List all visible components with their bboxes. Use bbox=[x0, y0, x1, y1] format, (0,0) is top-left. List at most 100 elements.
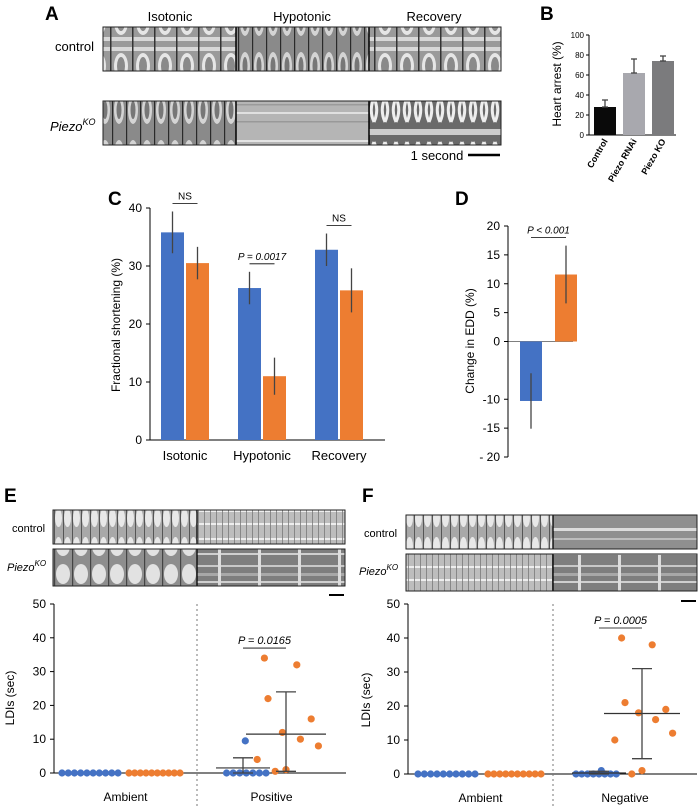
panel-f-dot-negative-ko bbox=[652, 716, 660, 724]
panel-f-dot-ambient-control bbox=[465, 770, 473, 778]
panel-b-bar bbox=[652, 61, 674, 135]
panel-f-dot-negative-ko bbox=[628, 770, 636, 778]
panel-f-dot-ambient-control bbox=[427, 770, 435, 778]
panel-c-bar-ko bbox=[263, 376, 286, 440]
panel-f-dot-negative-control bbox=[612, 770, 620, 778]
panel-d-ytick-label: 15 bbox=[487, 248, 501, 262]
panel-f-ytick-label: 50 bbox=[387, 597, 401, 611]
panel-f-dot-ambient-control bbox=[471, 770, 479, 778]
panel-f-group-label: Negative bbox=[601, 791, 649, 805]
panel-f-dot-ambient-ko bbox=[537, 770, 545, 778]
panel-e-dot-ambient-control bbox=[70, 769, 79, 777]
panel-c-ytick-label: 30 bbox=[129, 259, 143, 273]
panel-e-ylabel: LDIs (sec) bbox=[3, 671, 17, 726]
panel-c-ytick-label: 10 bbox=[129, 375, 143, 389]
panel-f-ytick-label: 10 bbox=[387, 733, 401, 747]
panel-e-dot-ambient-control bbox=[101, 769, 110, 777]
panel-d-bar-ko bbox=[555, 274, 577, 342]
panel-a-scalebar-label: 1 second bbox=[411, 148, 464, 163]
panel-f-ytick-label: 20 bbox=[387, 699, 401, 713]
panel-e-dot-positive-ko bbox=[264, 695, 272, 703]
panel-e-dot-positive-control bbox=[262, 769, 270, 777]
panel-e-ytick-label: 20 bbox=[33, 698, 47, 712]
panel-e-ytick-label: 0 bbox=[39, 766, 46, 780]
panel-b-bar bbox=[623, 73, 645, 135]
panel-e-dot-ambient-ko bbox=[136, 769, 144, 777]
panel-f-ylabel: LDIs (sec) bbox=[359, 673, 373, 728]
panel-f-dot-negative-ko bbox=[662, 705, 670, 714]
panel-d-bar-control bbox=[520, 341, 542, 401]
panel-f-letter: F bbox=[362, 486, 374, 507]
panel-f-kymograph-ko bbox=[405, 553, 698, 592]
panel-c-ytick-label: 40 bbox=[129, 201, 143, 215]
panel-f-group-label: Ambient bbox=[458, 791, 503, 805]
panel-d-annotation: P < 0.001 bbox=[527, 226, 570, 237]
panel-e-dot-positive-ko bbox=[271, 767, 279, 775]
panel-d-ytick-label: -15 bbox=[483, 421, 501, 435]
panel-f-annotation: P = 0.0005 bbox=[594, 615, 648, 627]
panel-f-dot-negative-control bbox=[583, 770, 592, 778]
panel-a-condition-recovery: Recovery bbox=[407, 9, 462, 24]
panel-b-category-label: Piezo KO bbox=[639, 137, 667, 176]
panel-c-ylabel: Fractional shortening (%) bbox=[109, 258, 123, 392]
panel-f-row-control-label: control bbox=[364, 528, 397, 540]
panel-d-ytick-label: 5 bbox=[493, 306, 500, 320]
panel-d-chart: Change in EDD (%) 20 15 10 5 0 -10 -15 - 20 P < … bbox=[463, 219, 577, 464]
panel-e-dot-ambient-control bbox=[58, 769, 66, 777]
panel-e-dot-positive-ko bbox=[253, 755, 261, 764]
panel-f-dot-negative-control bbox=[572, 770, 580, 778]
panel-f-dot-ambient-ko bbox=[496, 770, 504, 778]
panel-f-dot-ambient-control bbox=[433, 770, 441, 778]
panel-e-dot-ambient-ko bbox=[159, 769, 167, 777]
panel-e-dot-positive-ko bbox=[260, 654, 268, 662]
panel-f-dot-ambient-control bbox=[414, 770, 422, 778]
panel-e-group-label: Positive bbox=[250, 790, 292, 804]
panel-f-dot-ambient-ko bbox=[519, 770, 527, 778]
panel-a-row-control-label: control bbox=[55, 39, 94, 54]
panel-a-kymograph-control bbox=[102, 26, 502, 72]
panel-a-condition-hypotonic: Hypotonic bbox=[273, 9, 331, 24]
panel-e-dot-ambient-ko bbox=[131, 769, 139, 777]
panel-d-ytick-label: 0 bbox=[493, 335, 500, 349]
panel-f-dot-negative-ko bbox=[669, 729, 677, 737]
panel-f-dot-ambient-ko bbox=[525, 770, 533, 778]
panel-c-annotation: NS bbox=[332, 214, 346, 225]
panel-c-annotation: NS bbox=[178, 191, 192, 202]
panel-c-group-label: Hypotonic bbox=[233, 448, 291, 463]
panel-e-row-ko-label: PiezoKO bbox=[7, 559, 46, 574]
panel-f-dot-ambient-control bbox=[420, 770, 428, 778]
panel-f-dot-negative-control bbox=[578, 770, 586, 778]
panel-e-chart: LDIs (sec) 50 40 30 20 10 0 Ambient Positive P =… bbox=[3, 597, 346, 807]
panel-c-bar-control bbox=[238, 288, 261, 440]
panel-e-dot-positive-control bbox=[255, 769, 264, 777]
panel-d-ytick-label: - 20 bbox=[479, 450, 500, 464]
panel-e-ytick-label: 30 bbox=[33, 665, 47, 679]
panel-f-dot-negative-ko bbox=[635, 709, 643, 717]
panel-e-dot-positive-control bbox=[241, 737, 249, 745]
panel-e-dot-positive-control bbox=[222, 769, 231, 777]
panel-c-letter: C bbox=[108, 189, 122, 210]
panel-c-group-label: Isotonic bbox=[163, 448, 208, 463]
panel-f-dot-ambient-ko bbox=[507, 770, 516, 778]
panel-d-ylabel: Change in EDD (%) bbox=[463, 288, 477, 393]
panel-b-ytick-label: 20 bbox=[575, 111, 584, 120]
panel-e-ytick-label: 40 bbox=[33, 631, 47, 645]
panel-c-bar-ko bbox=[186, 263, 209, 440]
panel-e-dot-positive-ko bbox=[307, 715, 315, 723]
panel-e-dot-ambient-control bbox=[77, 769, 85, 777]
panel-b-ytick-label: 60 bbox=[575, 71, 584, 80]
panel-f-ytick-label: 40 bbox=[387, 631, 401, 645]
panel-b-ytick-label: 100 bbox=[571, 31, 585, 40]
panel-e-kymograph-ko bbox=[52, 548, 346, 587]
panel-f-dot-ambient-ko bbox=[490, 770, 498, 778]
panel-e-dot-positive-ko bbox=[296, 735, 304, 743]
panel-d-ytick-label: 20 bbox=[487, 219, 501, 233]
panel-c-annotation: P = 0.0017 bbox=[238, 252, 287, 263]
panel-f-dot-negative-ko bbox=[611, 736, 619, 744]
panel-e-ytick-label: 50 bbox=[33, 597, 47, 611]
panel-e-annotation: P = 0.0165 bbox=[238, 635, 292, 647]
panel-e-group-label: Ambient bbox=[103, 790, 148, 804]
panel-b-category-label: Piezo RNAi bbox=[606, 137, 639, 184]
panel-c-ytick-label: 20 bbox=[129, 317, 143, 331]
